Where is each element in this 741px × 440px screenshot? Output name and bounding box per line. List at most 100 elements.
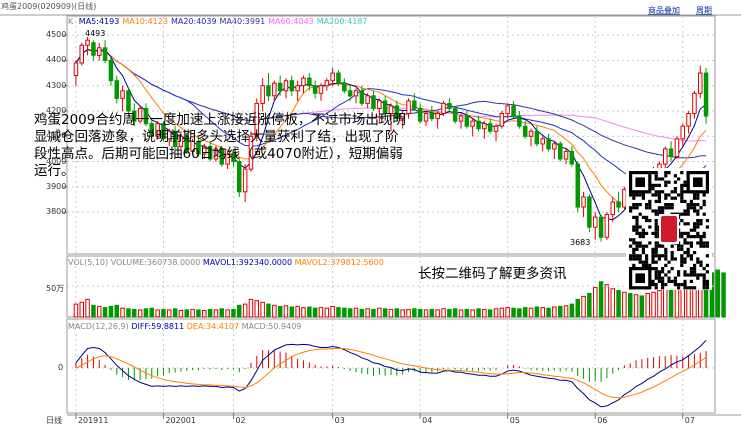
volume-bar	[657, 290, 662, 318]
qr-module	[702, 276, 706, 280]
qr-module	[632, 238, 636, 242]
qr-module	[689, 206, 693, 210]
candle-body	[301, 77, 306, 87]
qr-module	[689, 228, 693, 232]
qr-module	[673, 196, 677, 200]
qr-module	[667, 270, 671, 274]
candle-body	[692, 92, 697, 115]
volume-bar	[225, 309, 230, 318]
volume-bar	[563, 305, 569, 318]
qr-module	[667, 203, 671, 207]
qr-module	[638, 212, 642, 216]
volume-bar	[523, 307, 528, 318]
qr-module	[661, 283, 665, 287]
qr-module	[635, 228, 639, 232]
qr-module	[683, 251, 687, 255]
qr-module	[686, 254, 690, 258]
qr-module	[693, 273, 697, 277]
qr-module	[686, 209, 690, 213]
x-tick-label: 202001	[165, 416, 196, 425]
qr-module	[651, 279, 655, 283]
qr-module	[645, 263, 649, 267]
candle-body	[295, 85, 300, 92]
qr-module	[651, 209, 655, 213]
qr-module	[683, 190, 687, 194]
qr-module	[632, 228, 636, 232]
qr-module	[635, 254, 639, 258]
qr-module	[638, 260, 642, 264]
qr-module	[664, 283, 668, 287]
cycle-link[interactable]: 周期	[696, 6, 712, 15]
volume-bar	[108, 305, 114, 318]
qr-module	[664, 251, 668, 255]
qr-module	[696, 222, 700, 226]
qr-module	[705, 219, 709, 223]
qr-module	[654, 177, 658, 181]
candle-body	[593, 216, 598, 228]
qr-module	[696, 276, 700, 280]
qr-module	[673, 257, 677, 261]
candle-body	[604, 214, 610, 238]
panel-frame	[66, 15, 716, 255]
candle-body	[312, 85, 318, 94]
qr-module	[696, 219, 700, 223]
qr-module	[654, 219, 658, 223]
volume-bar	[569, 303, 575, 318]
volume-bar	[324, 307, 330, 318]
qr-module	[670, 254, 674, 258]
qr-module	[641, 196, 645, 200]
qr-module	[641, 193, 645, 197]
qr-module	[673, 180, 677, 184]
qr-module	[705, 244, 709, 248]
volume-bar	[721, 272, 726, 318]
candle-body	[429, 113, 435, 120]
qr-module	[702, 203, 706, 207]
candle-body	[143, 108, 149, 125]
qr-module	[680, 260, 684, 264]
qr-module	[664, 257, 668, 261]
qr-module	[657, 270, 661, 274]
qr-module	[670, 251, 674, 255]
volume-bar	[347, 308, 353, 318]
qr-module	[664, 174, 668, 178]
qr-module	[654, 247, 658, 251]
qr-code[interactable]	[626, 168, 712, 290]
qr-module	[689, 244, 693, 248]
volume-bar	[388, 308, 394, 318]
qr-module	[632, 206, 636, 210]
mavol2-value: MAVOL2:379812.5600	[294, 258, 384, 267]
qr-module	[689, 267, 693, 271]
qr-module	[632, 225, 636, 229]
qr-module	[686, 222, 690, 226]
qr-module	[657, 193, 661, 197]
qr-module	[670, 267, 674, 271]
qr-module	[689, 199, 693, 203]
candle-body	[91, 42, 96, 56]
qr-module	[664, 273, 668, 277]
qr-module	[696, 203, 700, 207]
qr-module	[702, 267, 706, 271]
volume-bar	[598, 281, 604, 318]
qr-module	[648, 203, 652, 207]
high-price-label: 4493	[85, 29, 106, 38]
candle-body	[324, 80, 330, 87]
qr-module	[654, 171, 658, 175]
candle-body	[598, 216, 604, 238]
qr-module	[693, 209, 697, 213]
candle-body	[196, 140, 201, 155]
volume-bar	[289, 306, 295, 318]
candle-body	[610, 201, 615, 216]
qr-module	[680, 212, 684, 216]
qr-module	[641, 215, 645, 219]
compare-link[interactable]: 商品叠加	[648, 6, 680, 15]
candle-body	[289, 80, 295, 92]
candle-body	[476, 120, 481, 130]
qr-module	[693, 196, 697, 200]
qr-module	[677, 247, 681, 251]
qr-module	[641, 231, 645, 235]
qr-module	[680, 219, 684, 223]
k-label: K	[68, 17, 74, 26]
qr-module	[667, 171, 671, 175]
qr-module	[705, 270, 709, 274]
qr-module	[670, 206, 674, 210]
